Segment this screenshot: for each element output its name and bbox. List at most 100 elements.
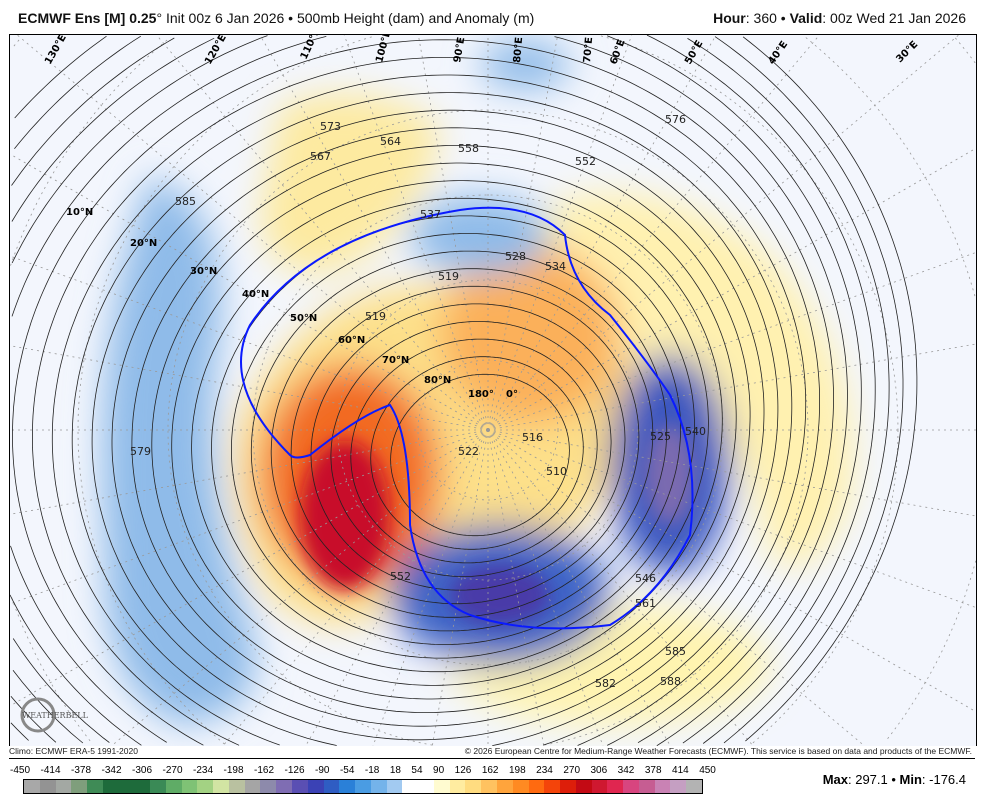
colorbar-label: -198	[223, 765, 244, 776]
colorbar-swatch	[197, 780, 214, 793]
colorbar-label: -450	[10, 765, 31, 776]
colorbar-swatch	[244, 780, 261, 793]
colorbar-label: 450	[699, 765, 716, 776]
meridian-line	[222, 429, 489, 746]
height-contour	[10, 35, 862, 746]
height-contour	[11, 37, 890, 744]
contour-label: 576	[665, 113, 686, 126]
colorbar-swatch	[638, 780, 655, 793]
header: ECMWF Ens [M] 0.25° Init 00z 6 Jan 2026 …	[18, 10, 966, 26]
colorbar-label: -90	[315, 765, 330, 776]
climo-note: Climo: ECMWF ERA-5 1991-2020	[9, 746, 138, 756]
meridian-line	[417, 35, 489, 431]
meridian-line	[487, 35, 959, 431]
meridian-line	[487, 429, 976, 608]
colorbar-swatch	[433, 780, 450, 793]
colorbar-label: -126	[284, 765, 305, 776]
height-contour	[151, 162, 737, 700]
map-svg: 10°N 20°N 30°N 40°N 50°N 60°N 70°N 80°N 130°E 120…	[10, 35, 976, 746]
meridian-line	[487, 429, 976, 517]
colorbar-swatch	[134, 780, 151, 793]
contour-label: 552	[390, 570, 411, 583]
contour-label: 546	[635, 572, 656, 585]
meridian-line	[487, 343, 976, 431]
contour-540-highlight	[240, 206, 694, 630]
neg-core-atlantic	[645, 425, 695, 525]
longitude-label: 130°E	[43, 35, 69, 67]
meridian-line	[487, 429, 671, 746]
colorbar-label: -414	[40, 765, 61, 776]
longitude-label: 120°E	[203, 35, 229, 67]
latitude-label: 20°N	[130, 238, 157, 249]
meridian-line	[487, 35, 717, 431]
colorbar-swatch	[213, 780, 229, 793]
colorbar-labels: -450 -414 -378 -342 -306 -270 -234 -198 -162 -126…	[10, 765, 716, 776]
colorbar-swatch	[544, 780, 561, 793]
colorbar-label: 342	[617, 765, 635, 776]
contour-label: 582	[595, 677, 616, 690]
height-contour	[330, 321, 612, 577]
colorbar-swatch	[465, 780, 482, 793]
colorbar-label: -162	[254, 765, 275, 776]
colorbar-swatch	[386, 780, 403, 793]
contour-label: 561	[635, 597, 656, 610]
height-contour	[91, 109, 779, 741]
colorbar-swatch	[355, 780, 371, 793]
meridian-line	[487, 429, 976, 713]
meridian-line	[487, 35, 820, 431]
colorbar-label: -342	[101, 765, 122, 776]
model-name: ECMWF Ens [M] 0.25	[18, 10, 157, 26]
height-contour	[231, 233, 681, 645]
graticule	[10, 35, 976, 746]
colorbar-swatch	[512, 780, 529, 793]
latitude-label: 60°N	[338, 335, 365, 346]
colorbar-swatch	[150, 780, 166, 793]
meridian-line	[10, 255, 489, 431]
height-contour	[10, 35, 904, 744]
colorbar-label: 126	[454, 765, 472, 776]
colorbar-swatch	[260, 780, 277, 793]
height-contour	[12, 39, 834, 746]
longitude-label: 100°E	[374, 35, 393, 64]
meridian-line	[487, 35, 633, 431]
svg-text:WEATHERBELL: WEATHERBELL	[22, 711, 89, 720]
colorbar-label: 270	[563, 765, 581, 776]
height-contour	[131, 145, 751, 713]
latitude-circle	[13, 37, 976, 64]
longitude-label: 0°	[506, 389, 518, 400]
height-contour	[71, 92, 793, 746]
colorbar-swatch	[591, 780, 608, 793]
colorbar-label: 162	[481, 765, 499, 776]
map-panel[interactable]: 10°N 20°N 30°N 40°N 50°N 60°N 70°N 80°N 130°E 120…	[9, 34, 977, 746]
meridian-line	[17, 35, 489, 431]
height-contour	[191, 197, 709, 673]
contour-label: 588	[660, 675, 681, 688]
colorbar-swatch	[575, 780, 592, 793]
meridian-line	[487, 252, 976, 431]
max-value: : 297.1 •	[847, 772, 900, 787]
colorbar-label: -18	[364, 765, 380, 776]
max-min: Max: 297.1 • Min: -176.4	[823, 772, 966, 787]
colorbar-swatch	[481, 780, 497, 793]
degree: °	[156, 10, 163, 26]
colorbar-swatch	[339, 780, 356, 793]
colorbar-swatch	[323, 780, 340, 793]
height-contour	[290, 285, 640, 605]
hour-label: Hour	[713, 10, 746, 26]
contour-label: 522	[458, 445, 479, 458]
height-contour	[11, 35, 876, 744]
longitude-label: 80°E	[512, 36, 525, 63]
contour-label: 552	[575, 155, 596, 168]
longitude-label: 90°E	[452, 36, 467, 63]
colorbar-swatch	[24, 780, 40, 793]
contour-label: 537	[420, 208, 441, 221]
contour-label: 519	[438, 270, 459, 283]
latitude-circle	[337, 279, 639, 581]
latitude-circle	[417, 359, 559, 501]
valid-label: Valid	[789, 10, 823, 26]
height-contour	[370, 356, 584, 550]
hour-value: : 360 •	[745, 10, 790, 26]
longitude-label: 180°	[468, 389, 494, 400]
max-label: Max	[822, 772, 848, 787]
colorbar-swatch	[71, 780, 88, 793]
